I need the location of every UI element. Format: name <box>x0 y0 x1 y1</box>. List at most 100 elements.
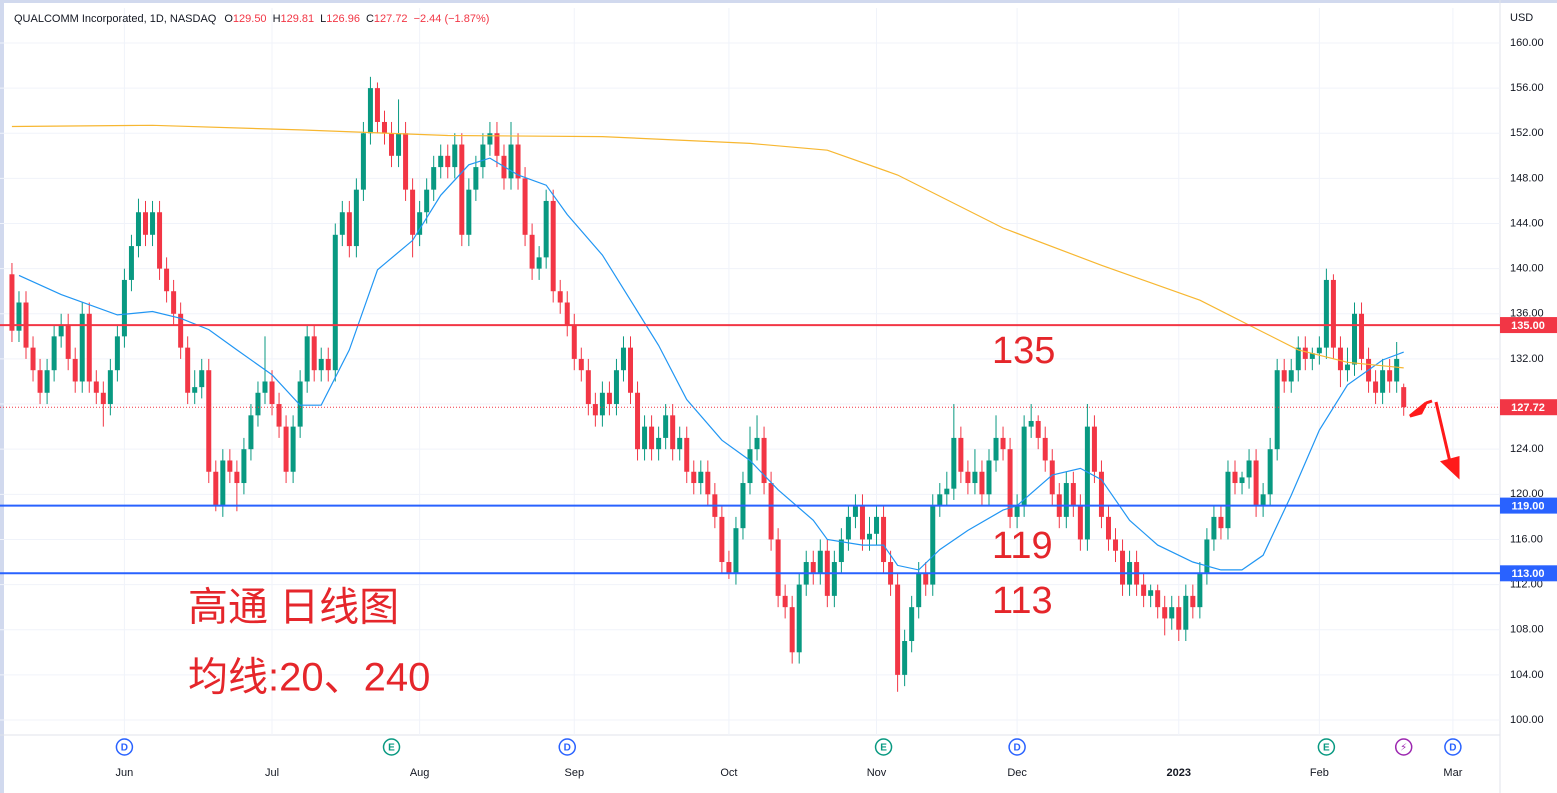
field-value: 126.96 <box>326 13 360 25</box>
candle-body <box>1359 313 1365 359</box>
event-marker <box>874 738 893 756</box>
candle-body <box>705 471 711 495</box>
candle-body <box>789 607 795 653</box>
frame <box>0 0 4 793</box>
candle-body <box>206 370 212 472</box>
y-tick-label: 124.00 <box>1510 443 1544 455</box>
candle-body <box>578 358 584 371</box>
candle-body <box>403 133 409 190</box>
candle-body <box>269 381 275 405</box>
candle-body <box>171 291 177 314</box>
candle-body <box>128 246 134 280</box>
candle-body <box>1070 483 1076 506</box>
candle-body <box>367 88 373 134</box>
event-label: D <box>1013 743 1020 754</box>
candle-body <box>438 155 444 168</box>
y-tick-label: 112.00 <box>1510 578 1543 590</box>
x-tick-label: Dec <box>1007 767 1027 779</box>
candle-body <box>1218 516 1224 529</box>
field-key: H <box>273 13 281 25</box>
candle-body <box>649 426 655 450</box>
x-tick-label: Mar <box>1443 767 1462 779</box>
candle-body <box>859 505 865 540</box>
candle-body <box>283 426 289 472</box>
candle-body <box>374 88 380 122</box>
candle-body <box>986 460 992 495</box>
candle-body <box>290 426 296 472</box>
candle-body <box>396 133 402 156</box>
candle-body <box>1155 590 1161 608</box>
candle-body <box>1225 471 1231 529</box>
candle-body <box>1120 550 1126 585</box>
event-marker <box>1394 738 1413 756</box>
candle-body <box>135 212 141 247</box>
annotation: 高通 日线图 <box>188 586 399 630</box>
candle-body <box>1401 387 1407 408</box>
event-marker <box>1008 738 1026 756</box>
candle-body <box>199 370 205 388</box>
last-price-label: 127.72 <box>1511 402 1545 414</box>
candle-body <box>192 387 198 393</box>
candle-body <box>1351 313 1357 365</box>
candle-body <box>951 437 957 489</box>
level-label: 119.00 <box>1511 501 1544 513</box>
event-marker <box>558 738 576 756</box>
event-label: D <box>564 743 571 754</box>
event-marker <box>382 738 401 756</box>
field-key: O <box>224 13 233 25</box>
candle-body <box>157 212 163 269</box>
plot <box>0 76 1500 692</box>
candle-body <box>550 200 556 292</box>
field-value: 129.81 <box>281 13 315 25</box>
level-label-box <box>1500 317 1557 334</box>
candle-body <box>1373 381 1379 393</box>
candle-body <box>754 437 760 450</box>
frame <box>0 0 1557 3</box>
candle-body <box>1302 347 1308 359</box>
candle-body <box>332 234 338 371</box>
candle-body <box>445 155 451 168</box>
event-label: E <box>880 743 887 754</box>
candle-body <box>360 133 366 190</box>
candle-body <box>1049 460 1055 495</box>
candle-body <box>255 392 261 416</box>
level-label: 113.00 <box>1511 568 1544 580</box>
candle-body <box>1309 353 1315 359</box>
y-tick-label: 108.00 <box>1510 624 1544 636</box>
candle-body <box>733 528 739 574</box>
candle-body <box>1084 426 1090 540</box>
candle-body <box>1204 539 1210 574</box>
candle-body <box>452 144 458 168</box>
candle-body <box>656 437 662 450</box>
candle-body <box>508 144 514 179</box>
candle-body <box>1246 460 1252 478</box>
candle-body <box>121 279 127 337</box>
candle-body <box>930 505 936 585</box>
x-tick-label: Jun <box>116 767 134 779</box>
candle-body <box>473 167 479 190</box>
candle-body <box>937 494 943 506</box>
y-tick-label: 132.00 <box>1510 353 1544 365</box>
candle-body <box>1323 279 1329 348</box>
candle-body <box>1211 516 1217 540</box>
candle-body <box>972 471 978 484</box>
candle-body <box>1007 449 1013 517</box>
candle-body <box>1091 426 1097 472</box>
event-marker <box>1444 738 1462 756</box>
annotation: 119 <box>992 525 1053 567</box>
candle-body <box>410 189 416 235</box>
candle-body <box>663 415 669 438</box>
candle-body <box>831 562 837 596</box>
candle-body <box>923 573 929 585</box>
candle-body <box>979 471 985 495</box>
event-marker <box>115 738 134 756</box>
y-tick-label: 148.00 <box>1510 172 1544 184</box>
event-label: E <box>388 743 395 754</box>
candle-body <box>318 358 324 371</box>
currency: USD <box>1510 12 1533 24</box>
y-tick-label: 136.00 <box>1510 308 1544 320</box>
last-price-box <box>1500 399 1557 416</box>
candle-body <box>381 121 387 134</box>
change: −2.44 (−1.87%) <box>414 13 490 25</box>
